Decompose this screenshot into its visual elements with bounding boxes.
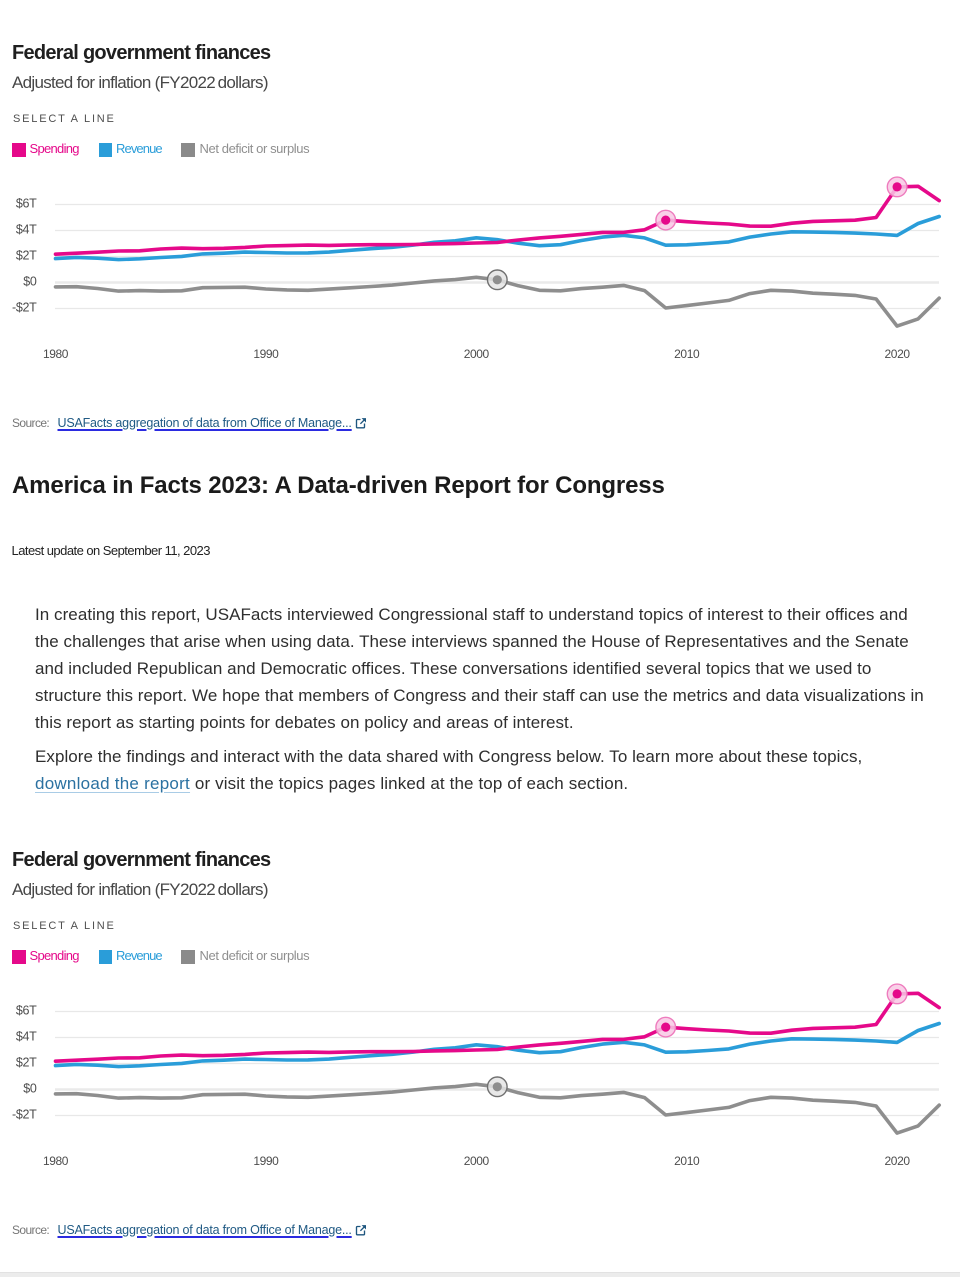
svg-text:$4T: $4T xyxy=(16,223,37,237)
svg-text:$4T: $4T xyxy=(16,1030,37,1044)
svg-text:$2T: $2T xyxy=(16,249,37,263)
svg-text:$0: $0 xyxy=(23,1082,37,1096)
svg-text:1990: 1990 xyxy=(253,1154,279,1168)
svg-text:2000: 2000 xyxy=(464,347,490,361)
svg-text:1980: 1980 xyxy=(43,347,69,361)
svg-text:-$2T: -$2T xyxy=(12,301,37,315)
svg-text:$6T: $6T xyxy=(16,1004,37,1018)
svg-text:2020: 2020 xyxy=(885,347,911,361)
svg-text:$6T: $6T xyxy=(16,197,37,211)
svg-text:-$2T: -$2T xyxy=(12,1108,37,1122)
svg-text:2010: 2010 xyxy=(674,1154,700,1168)
svg-text:$2T: $2T xyxy=(16,1056,37,1070)
svg-text:1990: 1990 xyxy=(253,347,279,361)
svg-text:2020: 2020 xyxy=(885,1154,911,1168)
svg-text:2000: 2000 xyxy=(464,1154,490,1168)
svg-text:2010: 2010 xyxy=(674,347,700,361)
svg-text:1980: 1980 xyxy=(43,1154,69,1168)
svg-text:$0: $0 xyxy=(23,275,37,289)
